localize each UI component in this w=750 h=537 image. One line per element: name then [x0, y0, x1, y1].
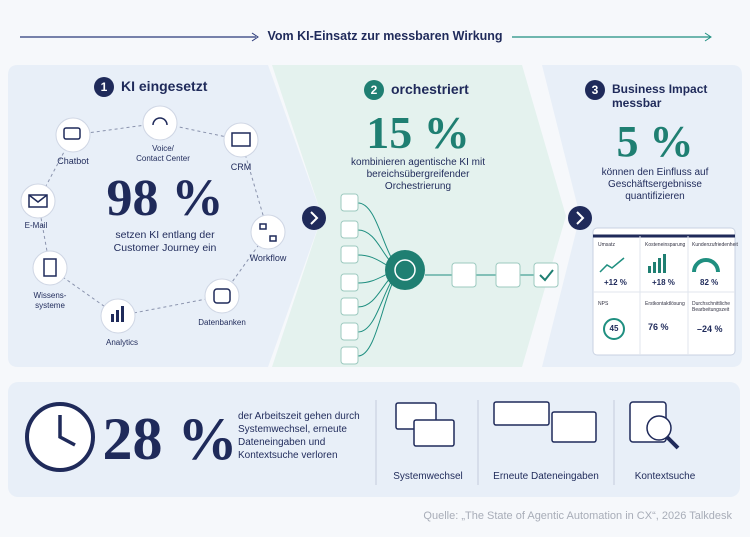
- stat-value: 98 %: [106, 170, 224, 227]
- header-title: Vom KI-Einsatz zur messbaren Wirkung: [267, 29, 503, 43]
- label-line: Voice/: [152, 144, 174, 153]
- node-label: Chatbot: [57, 156, 89, 167]
- kpi-label: Umsatz: [598, 242, 615, 248]
- kpi-label: Durchschnittliche Bearbeitungszeit: [692, 301, 731, 313]
- label-line: Chatbot: [57, 156, 89, 166]
- label-line: Analytics: [105, 338, 139, 347]
- label-line: Contact Center: [136, 153, 190, 163]
- label-line: Datenbanken: [198, 318, 246, 327]
- step-number: 1: [100, 80, 108, 94]
- label-line: Workflow: [249, 253, 287, 263]
- stat-value: 28 %: [102, 406, 238, 472]
- source: Quelle: „The State of Agentic Automation…: [423, 510, 732, 522]
- stat-value: 15 %: [366, 107, 470, 158]
- kpi-value: 45: [609, 324, 619, 333]
- panel-title: KI eingesetzt: [121, 78, 208, 94]
- kpi-value: 76 %: [648, 322, 669, 332]
- item-label: Erneute Dateneingaben: [493, 471, 599, 482]
- kpi-value: –24 %: [697, 324, 723, 334]
- node-label: Workflow: [250, 253, 287, 264]
- panel-title: orchestriert: [391, 81, 469, 97]
- kpi-label: Kundenzufriedenheit: [692, 242, 738, 248]
- stat-value: 5 %: [616, 117, 694, 166]
- node-label: CRM: [231, 162, 252, 173]
- node-label: E-Mail: [25, 221, 48, 231]
- kpi-value: +12 %: [604, 278, 627, 287]
- node-label: Datenbanken: [198, 318, 246, 328]
- panel-title: Business Impact messbar: [612, 82, 708, 111]
- label-line: Wissens-: [33, 291, 67, 300]
- node-label: Wissens-systeme: [34, 291, 67, 310]
- item-label: Systemwechsel: [393, 471, 463, 482]
- label-line: CRM: [230, 162, 252, 172]
- kpi-label: Kosteneinsparung: [645, 242, 686, 248]
- item-label: Kontextsuche: [634, 471, 696, 482]
- stat-text: setzen KI entlang der Customer Journey e…: [113, 229, 217, 254]
- kpi-value: +18 %: [652, 278, 675, 287]
- label-line: E-Mail: [24, 221, 48, 230]
- kpi-value: 82 %: [700, 278, 719, 287]
- stat-text: kombinieren agentische KI mit bereichsüb…: [351, 157, 485, 192]
- stat-text: können den Einfluss auf Geschäftsergebni…: [601, 167, 709, 202]
- node-label: Analytics: [106, 338, 138, 348]
- label-line: systeme: [35, 300, 65, 310]
- kpi-label: NPS: [598, 301, 609, 307]
- step-number: 2: [370, 83, 378, 97]
- node-label: Voice/Contact Center: [136, 144, 190, 163]
- stat-text: der Arbeitszeit gehen durch Systemwechse…: [238, 411, 360, 461]
- kpi-label: Erstkontaktlösung: [645, 301, 685, 307]
- step-number: 3: [591, 83, 599, 97]
